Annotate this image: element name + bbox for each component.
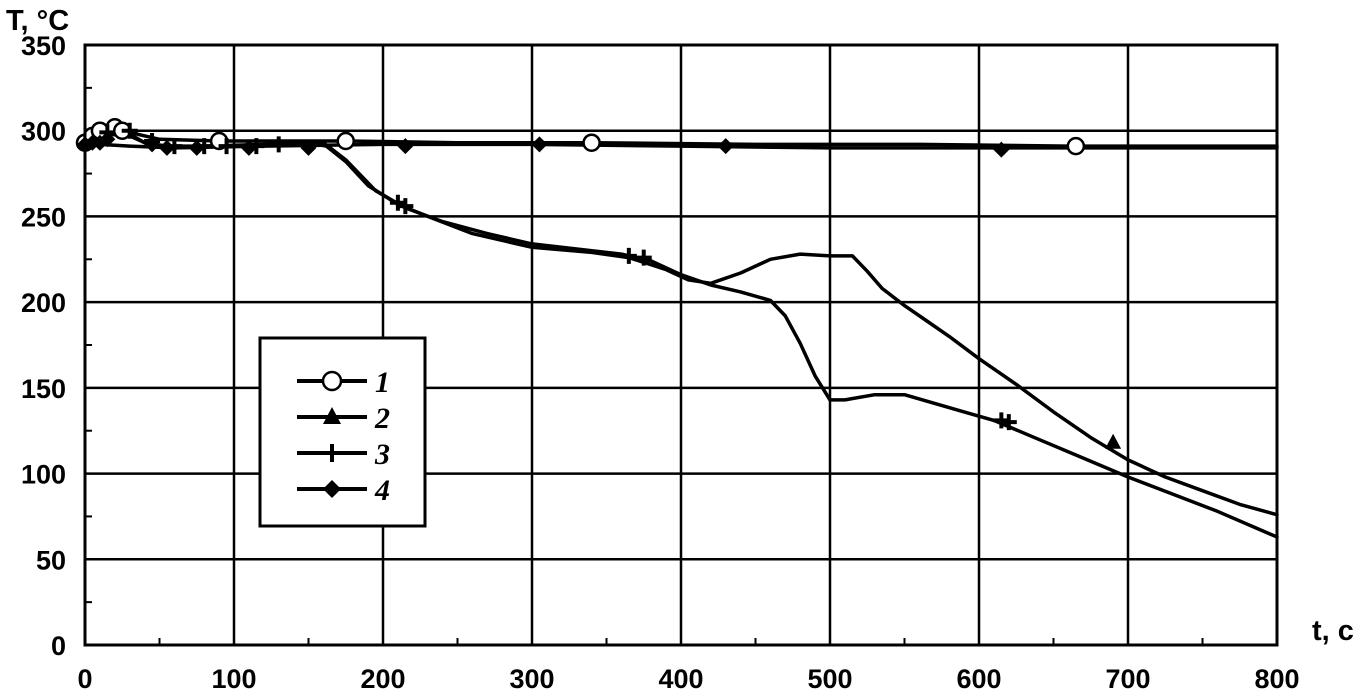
y-tick-label: 50: [36, 545, 66, 575]
legend-box: [258, 336, 427, 528]
plot-frame: [83, 43, 1279, 647]
marker-series-3: [218, 138, 235, 155]
marker-series-4: [717, 138, 734, 155]
x-tick-label: 500: [807, 664, 852, 694]
marker-series-1: [336, 131, 355, 151]
legend-marker-1: [321, 370, 343, 392]
x-tick-label: 400: [658, 664, 703, 694]
marker-series-3: [397, 198, 414, 215]
y-tick-label: 350: [21, 31, 66, 61]
y-tick-labels: 0 50 100 150 200 250 300 350: [21, 31, 66, 661]
marker-series-2: [1105, 433, 1122, 449]
marker-series-3: [1000, 414, 1017, 431]
legend-marker-4: [323, 480, 341, 498]
marker-series-4: [993, 141, 1010, 158]
marker-series-1: [1066, 136, 1086, 156]
marker-series-4: [397, 138, 414, 155]
marker-series-3: [635, 249, 652, 266]
x-tick-label: 600: [956, 664, 1001, 694]
marker-series-3: [270, 136, 287, 153]
legend-marker-2: [323, 407, 341, 424]
marker-series-3: [121, 122, 138, 139]
marker-series-4: [144, 136, 161, 153]
marker-series-4: [240, 139, 257, 156]
x-tick-labels: 0 100 200 300 400 500 600 700 800: [77, 664, 1299, 694]
x-tick-label: 800: [1254, 664, 1299, 694]
legend-label-1: 1: [375, 366, 390, 399]
x-tick-label: 0: [77, 664, 92, 694]
marker-series-4: [158, 139, 175, 156]
marker-series-1: [582, 133, 601, 152]
x-tick-label: 100: [211, 664, 256, 694]
y-tick-label: 300: [21, 117, 66, 147]
legend-label-3: 3: [374, 438, 390, 471]
x-tick-label: 300: [509, 664, 554, 694]
marker-series-4: [99, 131, 116, 148]
y-tick-label: 100: [21, 460, 66, 490]
marker-series-4: [531, 136, 548, 153]
legend-marker-3: [323, 444, 341, 462]
x-tick-label: 700: [1105, 664, 1150, 694]
marker-series-4: [300, 139, 317, 156]
x-axis-title: t, c: [1312, 615, 1354, 647]
legend-label-4: 4: [374, 474, 390, 507]
y-tick-label: 0: [51, 631, 66, 661]
legend-label-2: 2: [374, 402, 390, 435]
y-axis-title: T, °C: [6, 5, 69, 37]
y-tick-label: 200: [21, 288, 66, 318]
marker-series-4: [188, 139, 205, 156]
x-tick-label: 200: [360, 664, 405, 694]
y-tick-label: 250: [21, 202, 66, 232]
marker-series-3: [620, 247, 637, 264]
y-tick-label: 150: [21, 374, 66, 404]
